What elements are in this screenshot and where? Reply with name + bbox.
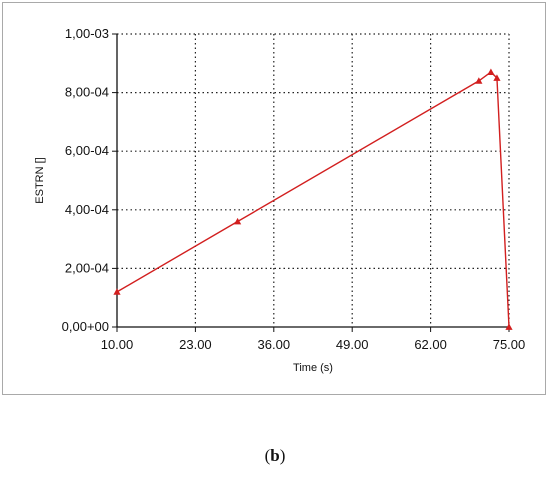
caption-close-paren: ): [279, 446, 286, 465]
y-tick-label: 1,00-03: [65, 26, 109, 41]
x-tick-label: 62.00: [414, 337, 447, 352]
y-axis-title: ESTRN []: [34, 157, 46, 203]
data-point-marker: [113, 288, 121, 295]
chart-svg: 10.00 23.00 36.00 49.00 62.00 75.00 0,00+00 2,0…: [34, 26, 526, 374]
data-point-marker: [493, 74, 501, 81]
x-tick-label: 75.00: [493, 337, 526, 352]
x-tick-label: 23.00: [179, 337, 212, 352]
data-point-marker: [234, 217, 242, 225]
y-tick-label: 2,00-04: [65, 260, 109, 275]
caption-letter: b: [270, 446, 280, 465]
data-point-marker: [487, 68, 495, 75]
y-tick-label: 6,00-04: [65, 143, 109, 158]
data-point-marker: [475, 77, 483, 84]
caption-open-paren: (: [264, 446, 271, 465]
chart-panel: 10.00 23.00 36.00 49.00 62.00 75.00 0,00+00 2,0…: [2, 2, 546, 395]
x-tick-label: 10.00: [101, 337, 134, 352]
y-tick-label: 8,00-04: [65, 85, 109, 100]
data-point-marker: [505, 323, 513, 330]
x-tick-label: 36.00: [258, 337, 291, 352]
y-tick-label: 0,00+00: [62, 319, 109, 334]
series-line-strain: [116, 71, 510, 328]
y-tick-label: 4,00-04: [65, 202, 109, 217]
x-axis-title: Time (s): [293, 362, 333, 374]
x-tick-label: 49.00: [336, 337, 369, 352]
figure-caption: (b): [0, 446, 550, 466]
